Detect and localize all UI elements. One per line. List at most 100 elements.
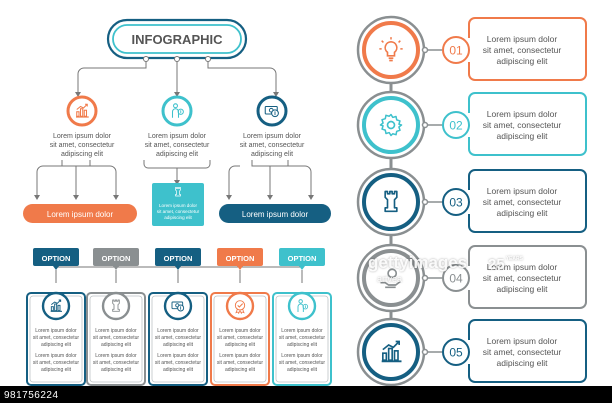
step-color-ring [362,96,420,154]
option-label: OPTION [226,254,255,263]
option-label: OPTION [164,254,193,263]
option-text-a-3: adipiscing elit [225,342,256,348]
option-text-a-1: Lorem ipsum dolor [35,328,77,334]
center-teal-box [152,183,204,226]
option-text-a-2: sit amet, consectetur [155,335,201,341]
option-text-a-1: Lorem ipsum dolor [219,328,261,334]
option-card-2: OPTION Lorem ipsum dolor Lorem ipsum dolor… [86,248,146,386]
orange-pill [23,204,137,223]
step-number-circle [442,36,470,64]
col2-line2: sit amet, consectetur [145,142,210,149]
option-card-1: OPTION Lorem ipsum dolor Lorem ipsum dolor… [26,248,86,386]
option-text-a-2: sit amet, consectetur [93,335,139,341]
step-text-line-3: adipiscing elit [496,284,548,294]
icon-circle-1 [66,95,98,127]
option-text-a-3: adipiscing elit [101,342,132,348]
step-text-line-2: sit amet, consectetur [483,197,562,207]
step-number: 04 [449,272,463,286]
option-text-a-1: Lorem ipsum dolor [157,328,199,334]
lower-connectors [36,160,312,196]
step-number: 05 [449,346,463,360]
step-text-line-1: Lorem ipsum dolor [487,262,558,272]
col2-line3: adipiscing elit [156,151,198,158]
option-text-b-1: Lorem ipsum dolor [281,353,323,359]
option-text-a-3: adipiscing elit [41,342,72,348]
option-tab-pointer [299,266,305,270]
step-text-line-2: sit amet, consectetur [483,273,562,283]
option-text-b-3: adipiscing elit [101,367,132,373]
option-text-b-3: adipiscing elit [287,367,318,373]
step-text-line-1: Lorem ipsum dolor [487,336,558,346]
step-color-ring [362,21,420,79]
option-text-b-2: sit amet, consectetur [279,360,325,366]
watermark-years-num: 25 [488,256,505,273]
step-text-line-3: adipiscing elit [496,208,548,218]
watermark-years: 25YEARS [488,256,523,273]
step-text-box [468,319,587,383]
option-card-4: OPTION Lorem ipsum dolor Lorem ipsum dolor… [210,248,270,386]
navy-pill [219,204,331,223]
step-number: 02 [449,119,463,133]
option-tab [155,248,201,266]
option-text-a-2: sit amet, consectetur [279,335,325,341]
option-icon-circle [287,291,317,321]
icon-circle-3 [256,95,288,127]
step-text-box [468,17,587,81]
option-text-b-1: Lorem ipsum dolor [95,353,137,359]
step-number-circle [442,111,470,139]
option-tab [279,248,325,266]
option-text-b-3: adipiscing elit [225,367,256,373]
title-connectors [77,58,277,94]
step-number-circle [442,338,470,366]
option-text-b-1: Lorem ipsum dolor [219,353,261,359]
icon-circle-2 [161,95,193,127]
option-text-b-2: sit amet, consectetur [217,360,263,366]
option-card-5: OPTION Lorem ipsum dolor Lorem ipsum dolor… [272,248,332,386]
col3-line1: Lorem ipsum dolor [243,133,302,140]
step-text-line-2: sit amet, consectetur [483,120,562,130]
col1-line1: Lorem ipsum dolor [53,133,112,140]
center-box-line2: sit amet, consectetur [157,209,200,214]
left-top-section: INFOGRAPHIC Lorem ipsum dolor [23,18,331,226]
option-tab [217,248,263,266]
stock-image-id: 981756224 [4,390,59,401]
step-number-circle [442,188,470,216]
step-text-box [468,92,587,156]
step-number-circle [442,264,470,292]
col3-line3: adipiscing elit [251,151,293,158]
option-text-a-3: adipiscing elit [163,342,194,348]
option-text-b-1: Lorem ipsum dolor [35,353,77,359]
option-tab [33,248,79,266]
option-text-a-2: sit amet, consectetur [217,335,263,341]
option-text-b-2: sit amet, consectetur [155,360,201,366]
step-text-line-3: adipiscing elit [496,131,548,141]
watermark-years-label: YEARS [505,256,523,262]
option-label: OPTION [42,254,71,263]
col1-line3: adipiscing elit [61,151,103,158]
watermark-credit: artvea [377,274,403,284]
option-text-b-3: adipiscing elit [41,367,72,373]
option-tab-pointer [113,266,119,270]
option-label: OPTION [102,254,131,263]
step-color-ring [362,173,420,231]
step-text-line-2: sit amet, consectetur [483,347,562,357]
option-text-a-1: Lorem ipsum dolor [281,328,323,334]
step-text-box [468,169,587,233]
arrow-heads-top [75,92,279,97]
option-text-b-2: sit amet, consectetur [33,360,79,366]
option-tab [93,248,139,266]
step-text-line-3: adipiscing elit [496,358,548,368]
watermark-brand: gettyimages [368,253,468,272]
option-icon-circle [41,291,71,321]
option-tab-pointer [237,266,243,270]
arrow-heads-lower [34,180,314,200]
option-tab-pointer [53,266,59,270]
col1-line2: sit amet, consectetur [50,142,115,149]
step-number: 01 [449,44,463,58]
col3-line2: sit amet, consectetur [240,142,305,149]
step-text-line-1: Lorem ipsum dolor [487,109,558,119]
step-text-line-1: Lorem ipsum dolor [487,34,558,44]
